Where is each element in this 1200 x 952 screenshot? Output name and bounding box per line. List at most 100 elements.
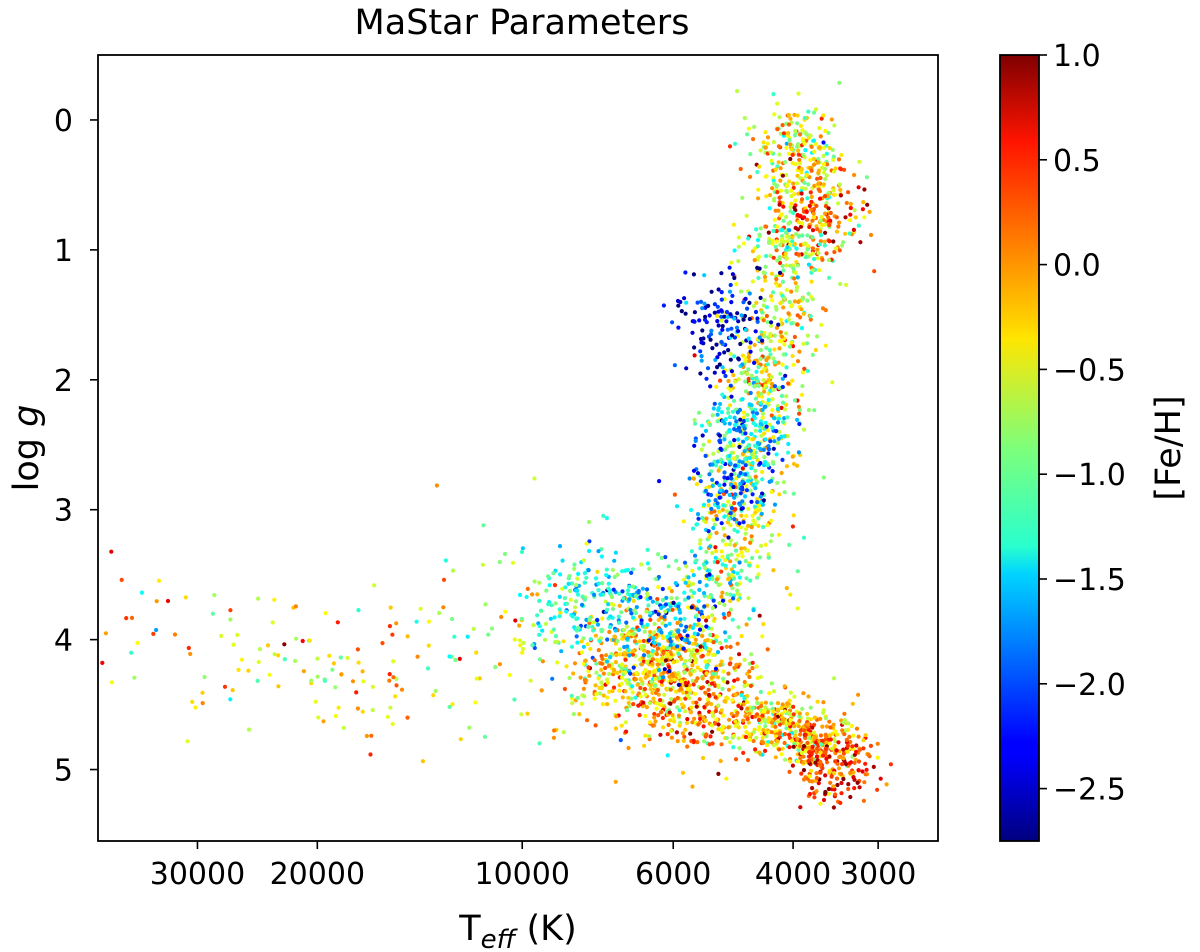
scatter-point	[741, 415, 746, 420]
scatter-point	[846, 782, 851, 787]
scatter-point	[819, 322, 824, 327]
scatter-point	[670, 320, 675, 325]
scatter-point	[418, 606, 423, 611]
scatter-point	[760, 735, 765, 740]
scatter-point	[800, 370, 806, 375]
scatter-point	[801, 535, 807, 540]
scatter-point	[172, 632, 178, 637]
scatter-point	[803, 749, 808, 754]
scatter-point	[770, 459, 776, 464]
scatter-point	[714, 342, 719, 347]
scatter-point	[575, 640, 580, 645]
scatter-point	[831, 784, 836, 789]
scatter-point	[664, 595, 669, 601]
scatter-point	[844, 200, 849, 206]
scatter-point	[779, 706, 784, 711]
scatter-point	[532, 579, 537, 584]
scatter-point	[679, 679, 684, 684]
scatter-point	[788, 592, 793, 597]
scatter-point	[613, 550, 619, 555]
scatter-point	[567, 675, 572, 681]
scatter-point	[818, 716, 823, 722]
scatter-point	[188, 651, 193, 657]
colorbar-tick-label: 0.5	[1053, 144, 1101, 179]
scatter-point	[743, 494, 748, 499]
scatter-point	[591, 628, 596, 633]
scatter-point	[599, 629, 604, 634]
scatter-point	[698, 648, 704, 653]
scatter-point	[806, 694, 811, 699]
scatter-point	[502, 551, 508, 557]
scatter-point	[683, 680, 688, 685]
scatter-point	[567, 588, 573, 594]
scatter-point	[450, 702, 455, 707]
scatter-point	[807, 203, 812, 208]
scatter-point	[741, 520, 746, 525]
scatter-point	[165, 598, 171, 604]
scatter-point	[736, 736, 741, 741]
scatter-point	[808, 768, 814, 773]
scatter-point	[686, 648, 692, 653]
scatter-point	[724, 319, 729, 324]
scatter-point	[778, 178, 783, 183]
scatter-point	[551, 571, 556, 576]
scatter-point	[690, 784, 695, 789]
scatter-point	[760, 415, 765, 420]
scatter-point	[792, 276, 797, 281]
scatter-point	[315, 674, 320, 679]
scatter-point	[792, 694, 797, 699]
scatter-point	[701, 739, 707, 744]
scatter-point	[753, 329, 758, 334]
scatter-point	[574, 599, 579, 604]
scatter-point	[691, 700, 696, 705]
scatter-point	[780, 263, 785, 269]
scatter-point	[697, 697, 702, 702]
scatter-point	[750, 492, 755, 497]
scatter-point	[360, 709, 365, 714]
scatter-point	[754, 411, 760, 416]
scatter-point	[766, 377, 771, 382]
scatter-point	[829, 774, 834, 779]
scatter-point	[581, 661, 586, 667]
scatter-point	[638, 694, 643, 699]
scatter-point	[814, 789, 819, 794]
scatter-point	[792, 724, 797, 729]
scatter-point	[698, 371, 703, 376]
scatter-point	[719, 271, 724, 276]
scatter-point	[749, 431, 754, 437]
y-tick-label: 2	[54, 364, 73, 399]
scatter-point	[330, 667, 335, 672]
scatter-point	[712, 401, 717, 406]
scatter-point	[450, 616, 455, 622]
scatter-point	[676, 651, 681, 657]
scatter-point	[693, 691, 698, 697]
scatter-point	[200, 690, 205, 695]
scatter-point	[727, 635, 732, 640]
scatter-point	[841, 747, 846, 752]
scatter-point	[712, 310, 717, 315]
scatter-point	[731, 222, 737, 227]
scatter-point	[154, 627, 159, 633]
scatter-point	[642, 686, 648, 692]
scatter-point	[807, 736, 812, 741]
scatter-point	[787, 137, 792, 143]
scatter-point	[624, 708, 630, 713]
scatter-point	[731, 373, 736, 378]
scatter-point	[689, 705, 694, 710]
scatter-point	[627, 632, 632, 637]
scatter-point	[728, 607, 733, 612]
scatter-point	[754, 664, 759, 669]
scatter-point	[785, 701, 790, 706]
scatter-point	[758, 391, 764, 396]
scatter-point	[593, 683, 598, 688]
scatter-point	[543, 621, 549, 627]
scatter-point	[799, 197, 805, 202]
scatter-point	[722, 314, 727, 319]
scatter-point	[784, 464, 790, 469]
scatter-point	[668, 650, 673, 655]
scatter-point	[507, 672, 512, 678]
scatter-point	[605, 695, 610, 700]
scatter-point	[581, 636, 586, 641]
scatter-point	[795, 275, 800, 280]
scatter-point	[532, 645, 537, 651]
